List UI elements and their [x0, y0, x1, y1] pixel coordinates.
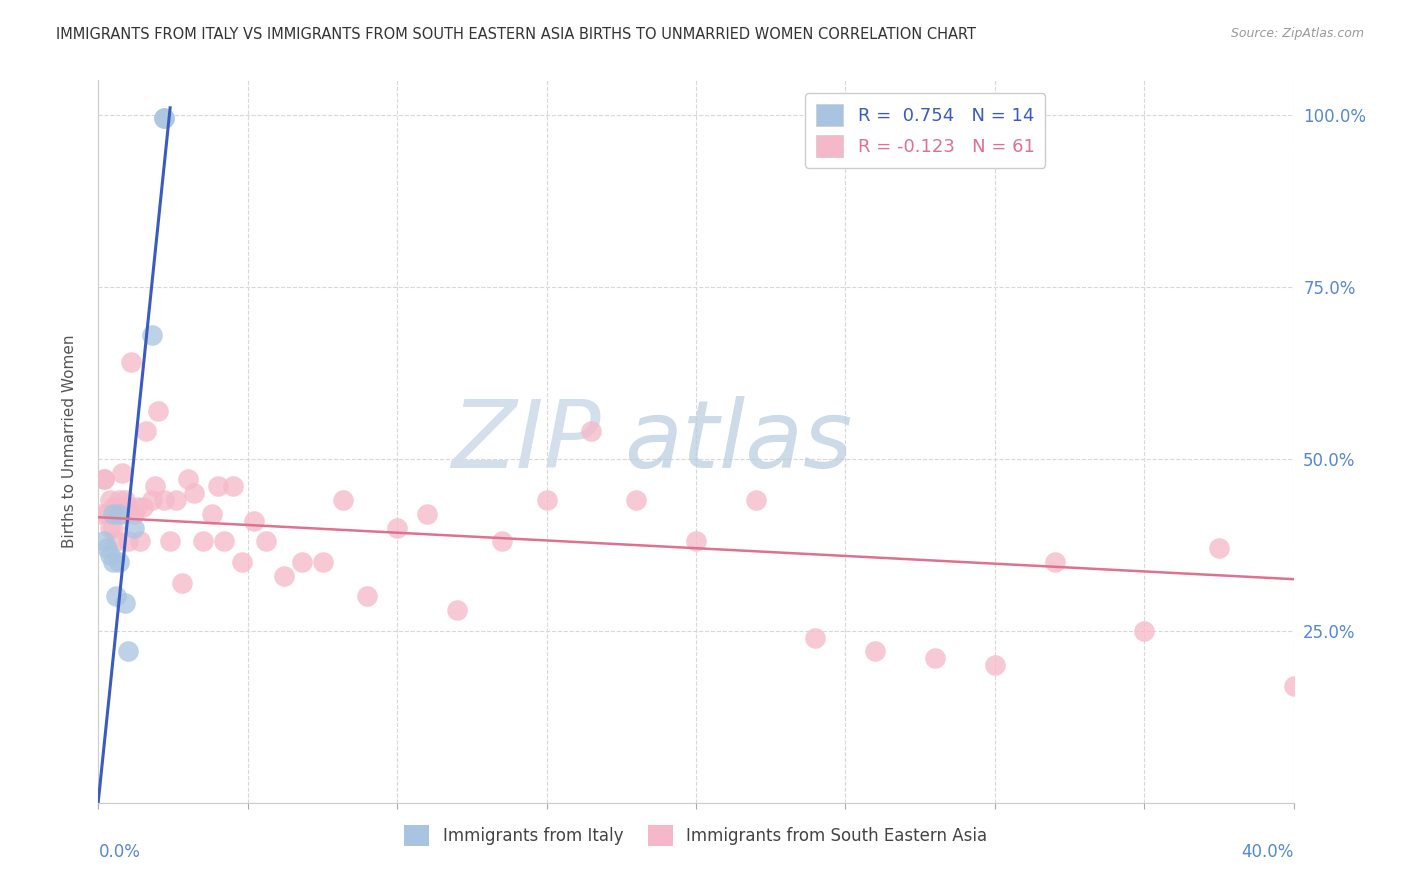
Point [212, 534, 235, 549]
Point [191, 534, 214, 549]
Point [536, 493, 558, 508]
Point [446, 603, 468, 617]
Point [96, 541, 118, 556]
Point [148, 403, 170, 417]
Point [103, 520, 125, 534]
Text: 40.0%: 40.0% [1241, 843, 1294, 861]
Text: IMMIGRANTS FROM ITALY VS IMMIGRANTS FROM SOUTH EASTERN ASIA BIRTHS TO UNMARRIED : IMMIGRANTS FROM ITALY VS IMMIGRANTS FROM… [56, 27, 976, 42]
Point [865, 644, 887, 658]
Point [143, 479, 166, 493]
Point [124, 507, 146, 521]
Point [385, 520, 409, 534]
Point [254, 534, 277, 549]
Point [207, 479, 229, 493]
Point [105, 534, 128, 549]
Point [804, 631, 827, 645]
Point [108, 507, 131, 521]
Text: Source: ZipAtlas.com: Source: ZipAtlas.com [1230, 27, 1364, 40]
Point [98, 493, 122, 508]
Point [291, 555, 314, 569]
Point [117, 500, 139, 514]
Point [491, 534, 513, 549]
Point [311, 555, 333, 569]
Point [1133, 624, 1156, 638]
Point [103, 507, 125, 521]
Point [114, 493, 136, 508]
Point [141, 327, 163, 342]
Point [231, 555, 253, 569]
Point [626, 493, 648, 508]
Point [129, 534, 152, 549]
Legend: Immigrants from Italy, Immigrants from South Eastern Asia: Immigrants from Italy, Immigrants from S… [398, 819, 994, 852]
Point [105, 590, 128, 604]
Point [1282, 679, 1305, 693]
Point [581, 424, 603, 438]
Point [98, 520, 122, 534]
Point [273, 568, 295, 582]
Point [159, 534, 181, 549]
Point [96, 507, 118, 521]
Point [984, 658, 1007, 673]
Point [141, 493, 163, 508]
Point [153, 493, 176, 508]
Point [356, 590, 378, 604]
Point [93, 472, 115, 486]
Text: 0.0%: 0.0% [98, 843, 141, 861]
Point [108, 555, 131, 569]
Point [924, 651, 946, 665]
Point [172, 575, 194, 590]
Point [745, 493, 768, 508]
Point [105, 500, 128, 514]
Point [416, 507, 439, 521]
Point [127, 500, 149, 514]
Text: atlas: atlas [624, 396, 852, 487]
Point [117, 534, 139, 549]
Point [243, 514, 266, 528]
Point [114, 596, 136, 610]
Point [183, 486, 205, 500]
Text: ZIP: ZIP [451, 396, 600, 487]
Point [124, 520, 146, 534]
Point [111, 466, 134, 480]
Point [93, 534, 115, 549]
Point [132, 500, 155, 514]
Point [108, 493, 131, 508]
Point [1208, 541, 1230, 556]
Point [111, 507, 134, 521]
Point [685, 534, 707, 549]
Y-axis label: Births to Unmarried Women: Births to Unmarried Women [62, 334, 77, 549]
Point [177, 472, 200, 486]
Point [332, 493, 354, 508]
Point [165, 493, 187, 508]
Point [103, 555, 125, 569]
Point [222, 479, 245, 493]
Point [117, 644, 139, 658]
Point [98, 548, 122, 562]
Point [93, 472, 115, 486]
Point [103, 500, 125, 514]
Point [135, 424, 157, 438]
Point [201, 507, 224, 521]
Point [153, 111, 176, 125]
Point [120, 355, 142, 369]
Point [90, 507, 112, 521]
Point [1043, 555, 1066, 569]
Point [153, 111, 176, 125]
